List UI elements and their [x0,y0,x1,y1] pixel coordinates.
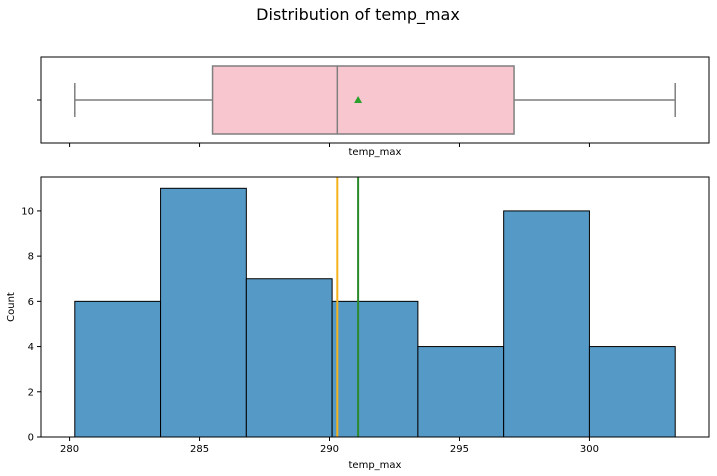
histogram-x-axis: 280 285 290 295 300 [60,437,599,455]
histogram-x-tick-label: 295 [450,444,469,455]
boxplot-x-axis [37,99,590,147]
histogram-x-tick-label: 290 [320,444,339,455]
boxplot-x-axis-label: temp_max [349,147,402,158]
histogram-bars [74,187,676,438]
histogram-y-tick-label: 6 [28,297,34,308]
histogram-bar [245,278,333,438]
boxplot-panel: temp_max [37,56,710,158]
histogram-bar [74,300,162,438]
histogram-reference-lines [336,177,360,437]
histogram-frame [40,176,710,438]
histogram-bar [503,210,590,438]
histogram-x-tick-label: 300 [580,444,599,455]
chart-title: Distribution of temp_max [256,5,460,25]
histogram-x-tick-label: 280 [60,444,79,455]
histogram-panel: 280 285 290 295 300 0 2 4 6 8 10 temp_max Count [6,176,710,471]
histogram-y-tick-label: 2 [28,387,34,398]
histogram-x-axis-label: temp_max [349,460,402,471]
histogram-y-tick-label: 4 [28,342,34,353]
histogram-y-axis: 0 2 4 6 8 10 [21,206,41,444]
boxplot-marks [74,65,676,135]
histogram-bar [588,346,676,438]
histogram-x-tick-label: 285 [190,444,209,455]
histogram-bar [331,300,419,438]
histogram-bar [160,187,247,438]
histogram-y-tick-label: 8 [28,252,34,263]
histogram-y-tick-label: 10 [21,206,34,217]
histogram-bar [417,346,505,438]
histogram-y-axis-label: Count [6,292,17,322]
histogram-y-tick-label: 0 [28,433,34,444]
boxplot-box [211,65,515,135]
boxplot-mean-marker [354,96,363,103]
